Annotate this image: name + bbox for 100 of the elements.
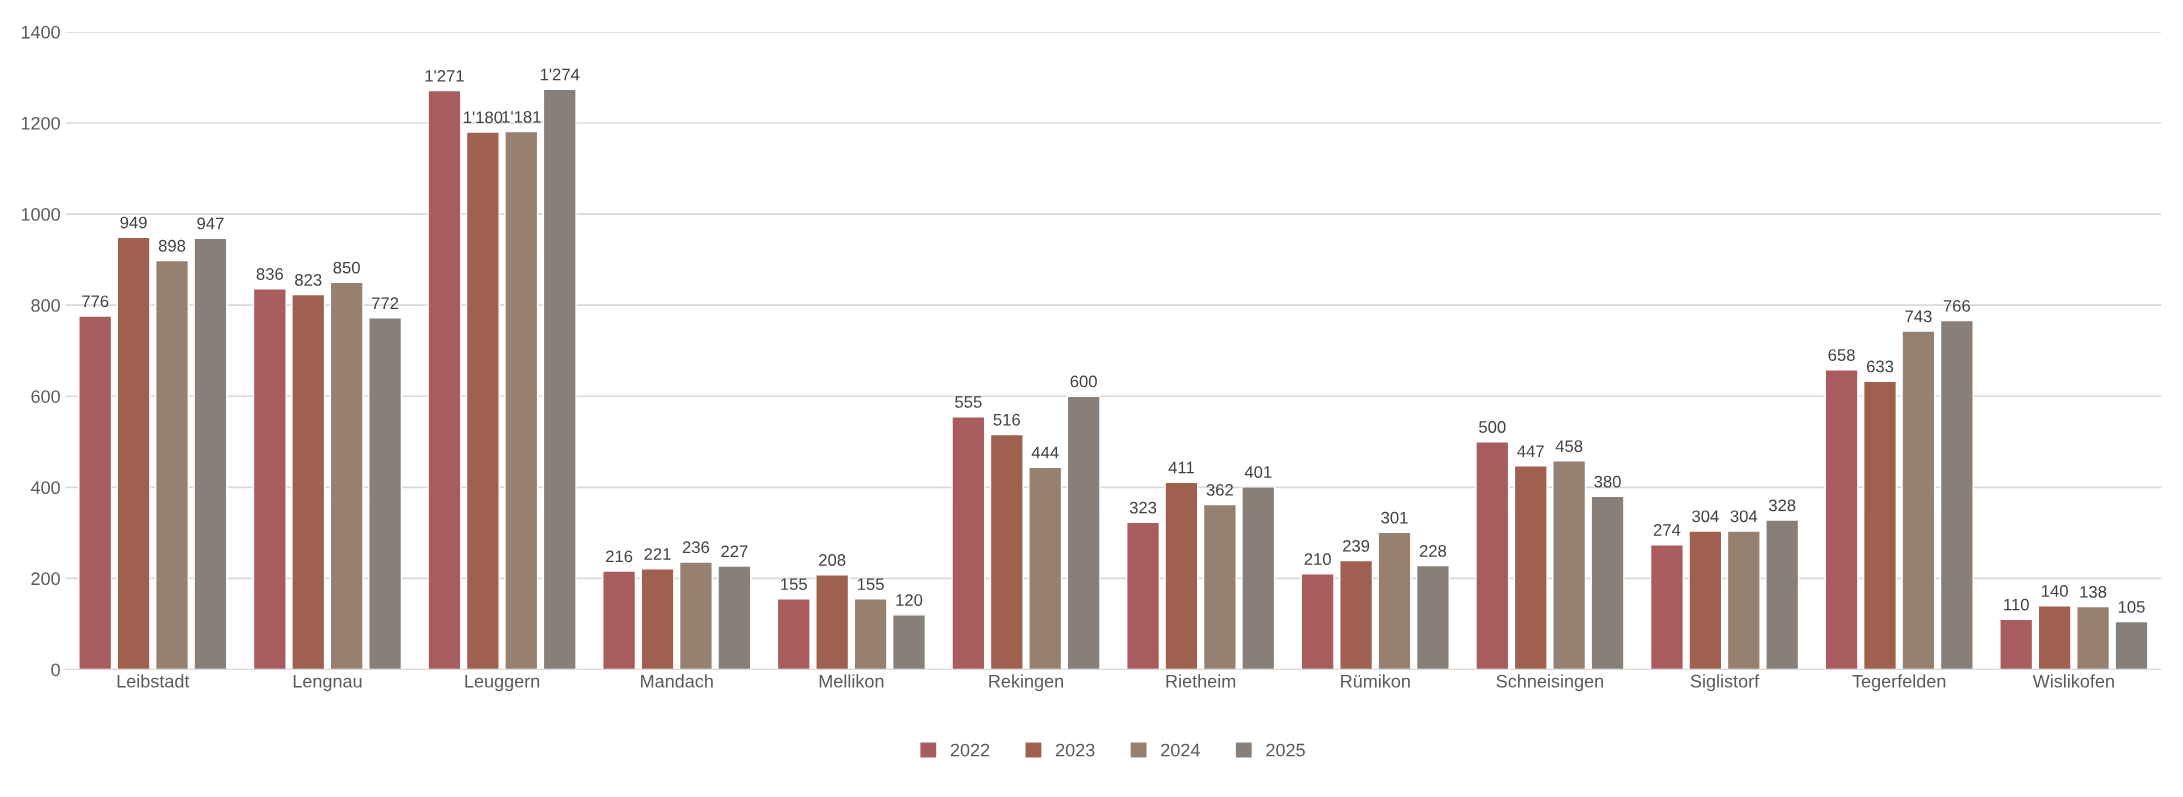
data-label: 120 — [896, 594, 923, 606]
data-label: 362 — [1206, 483, 1233, 496]
y-tick-label: 400 — [30, 481, 60, 495]
bar — [853, 598, 888, 670]
y-tick-label: 200 — [31, 572, 60, 586]
y-tick-label: 1000 — [21, 207, 60, 221]
data-label: 236 — [682, 541, 710, 554]
data-label: 1'274 — [540, 68, 580, 81]
x-tick-label: Wislikofen — [2032, 674, 2114, 688]
legend-label: 2025 — [1266, 743, 1305, 757]
data-label: 836 — [256, 268, 283, 280]
x-tick-label: Mandach — [641, 674, 713, 688]
data-label: 110 — [2004, 598, 2029, 611]
x-tick-label: Tegerfelden — [1852, 674, 1946, 692]
bar — [1415, 564, 1450, 670]
data-label: 555 — [955, 396, 982, 408]
y-tick-label: 800 — [31, 299, 60, 312]
data-label: 949 — [120, 216, 147, 229]
data-label: 138 — [2080, 585, 2107, 598]
x-tick-label: Leuggern — [465, 675, 540, 692]
bar — [1125, 521, 1161, 670]
bar — [1939, 319, 1974, 670]
x-tick-label: Leibstadt — [117, 674, 190, 688]
bar — [1164, 481, 1199, 670]
bar — [1339, 559, 1374, 670]
data-label: 155 — [857, 578, 884, 591]
legend-label: 2022 — [950, 743, 990, 757]
bar — [154, 259, 190, 670]
data-label: 208 — [819, 554, 846, 566]
x-tick-label: Rümikon — [1341, 674, 1410, 688]
data-label: 274 — [1653, 524, 1681, 536]
data-label: 323 — [1129, 501, 1157, 514]
data-label: 155 — [781, 578, 807, 591]
bar — [602, 570, 637, 670]
bar — [1688, 530, 1723, 670]
x-tick-label: Mellikon — [819, 674, 884, 688]
bar — [193, 237, 228, 670]
bar — [1765, 519, 1800, 670]
data-label: 898 — [158, 239, 186, 252]
bar — [427, 89, 462, 670]
bar — [329, 281, 364, 670]
data-label: 516 — [993, 413, 1020, 426]
data-label: 633 — [1866, 360, 1894, 373]
bar — [951, 416, 986, 670]
data-label: 105 — [2118, 601, 2145, 613]
data-label: 380 — [1594, 475, 1621, 488]
data-label: 850 — [333, 261, 360, 274]
data-label: 239 — [1343, 539, 1370, 552]
bar — [116, 236, 151, 670]
data-label: 458 — [1555, 440, 1583, 453]
bar — [776, 598, 811, 670]
x-tick-label: Lengnau — [293, 675, 362, 692]
bar — [1726, 530, 1761, 670]
data-label: 401 — [1244, 466, 1272, 478]
data-label: 328 — [1768, 499, 1796, 512]
bar — [2114, 620, 2149, 670]
data-label: 304 — [1730, 510, 1758, 523]
bar — [1241, 486, 1276, 670]
bar — [1590, 495, 1625, 670]
data-label: 304 — [1692, 510, 1719, 523]
bar — [1475, 441, 1510, 670]
bar — [1028, 466, 1063, 670]
bar — [1202, 503, 1237, 670]
x-tick-label: Schneisingen — [1496, 674, 1603, 692]
legend-label: 2024 — [1161, 743, 1200, 757]
bar — [717, 565, 752, 670]
bar — [1901, 330, 1936, 670]
bar — [1513, 465, 1548, 670]
bar — [891, 614, 927, 670]
bar — [504, 130, 539, 670]
bar — [542, 88, 577, 670]
bar — [1552, 460, 1587, 670]
bar — [1300, 573, 1335, 670]
y-tick-label: 1200 — [21, 116, 60, 130]
data-label: 776 — [82, 295, 109, 308]
data-label: 743 — [1905, 310, 1932, 323]
bar — [1999, 618, 2034, 670]
y-tick-label: 0 — [51, 663, 60, 677]
data-label: 766 — [1943, 299, 1971, 312]
data-label: 600 — [1070, 375, 1097, 388]
data-label: 210 — [1304, 553, 1331, 565]
y-tick-label: 600 — [31, 390, 60, 403]
bar — [465, 131, 500, 670]
data-label: 823 — [295, 274, 322, 286]
data-label: 444 — [1031, 446, 1059, 459]
bar — [989, 433, 1024, 670]
bar — [78, 315, 113, 670]
bar — [640, 568, 675, 670]
bar — [1377, 531, 1412, 670]
data-label: 772 — [372, 297, 399, 309]
bar — [252, 288, 287, 670]
data-label: 1'181 — [502, 110, 541, 123]
data-label: 947 — [197, 217, 224, 230]
data-label: 1'180 — [464, 111, 503, 124]
data-label: 658 — [1828, 349, 1855, 361]
data-label: 1'271 — [425, 69, 464, 82]
bar — [1649, 543, 1684, 670]
data-label: 227 — [721, 545, 748, 558]
bar — [1824, 369, 1859, 670]
data-label: 140 — [2042, 585, 2068, 597]
